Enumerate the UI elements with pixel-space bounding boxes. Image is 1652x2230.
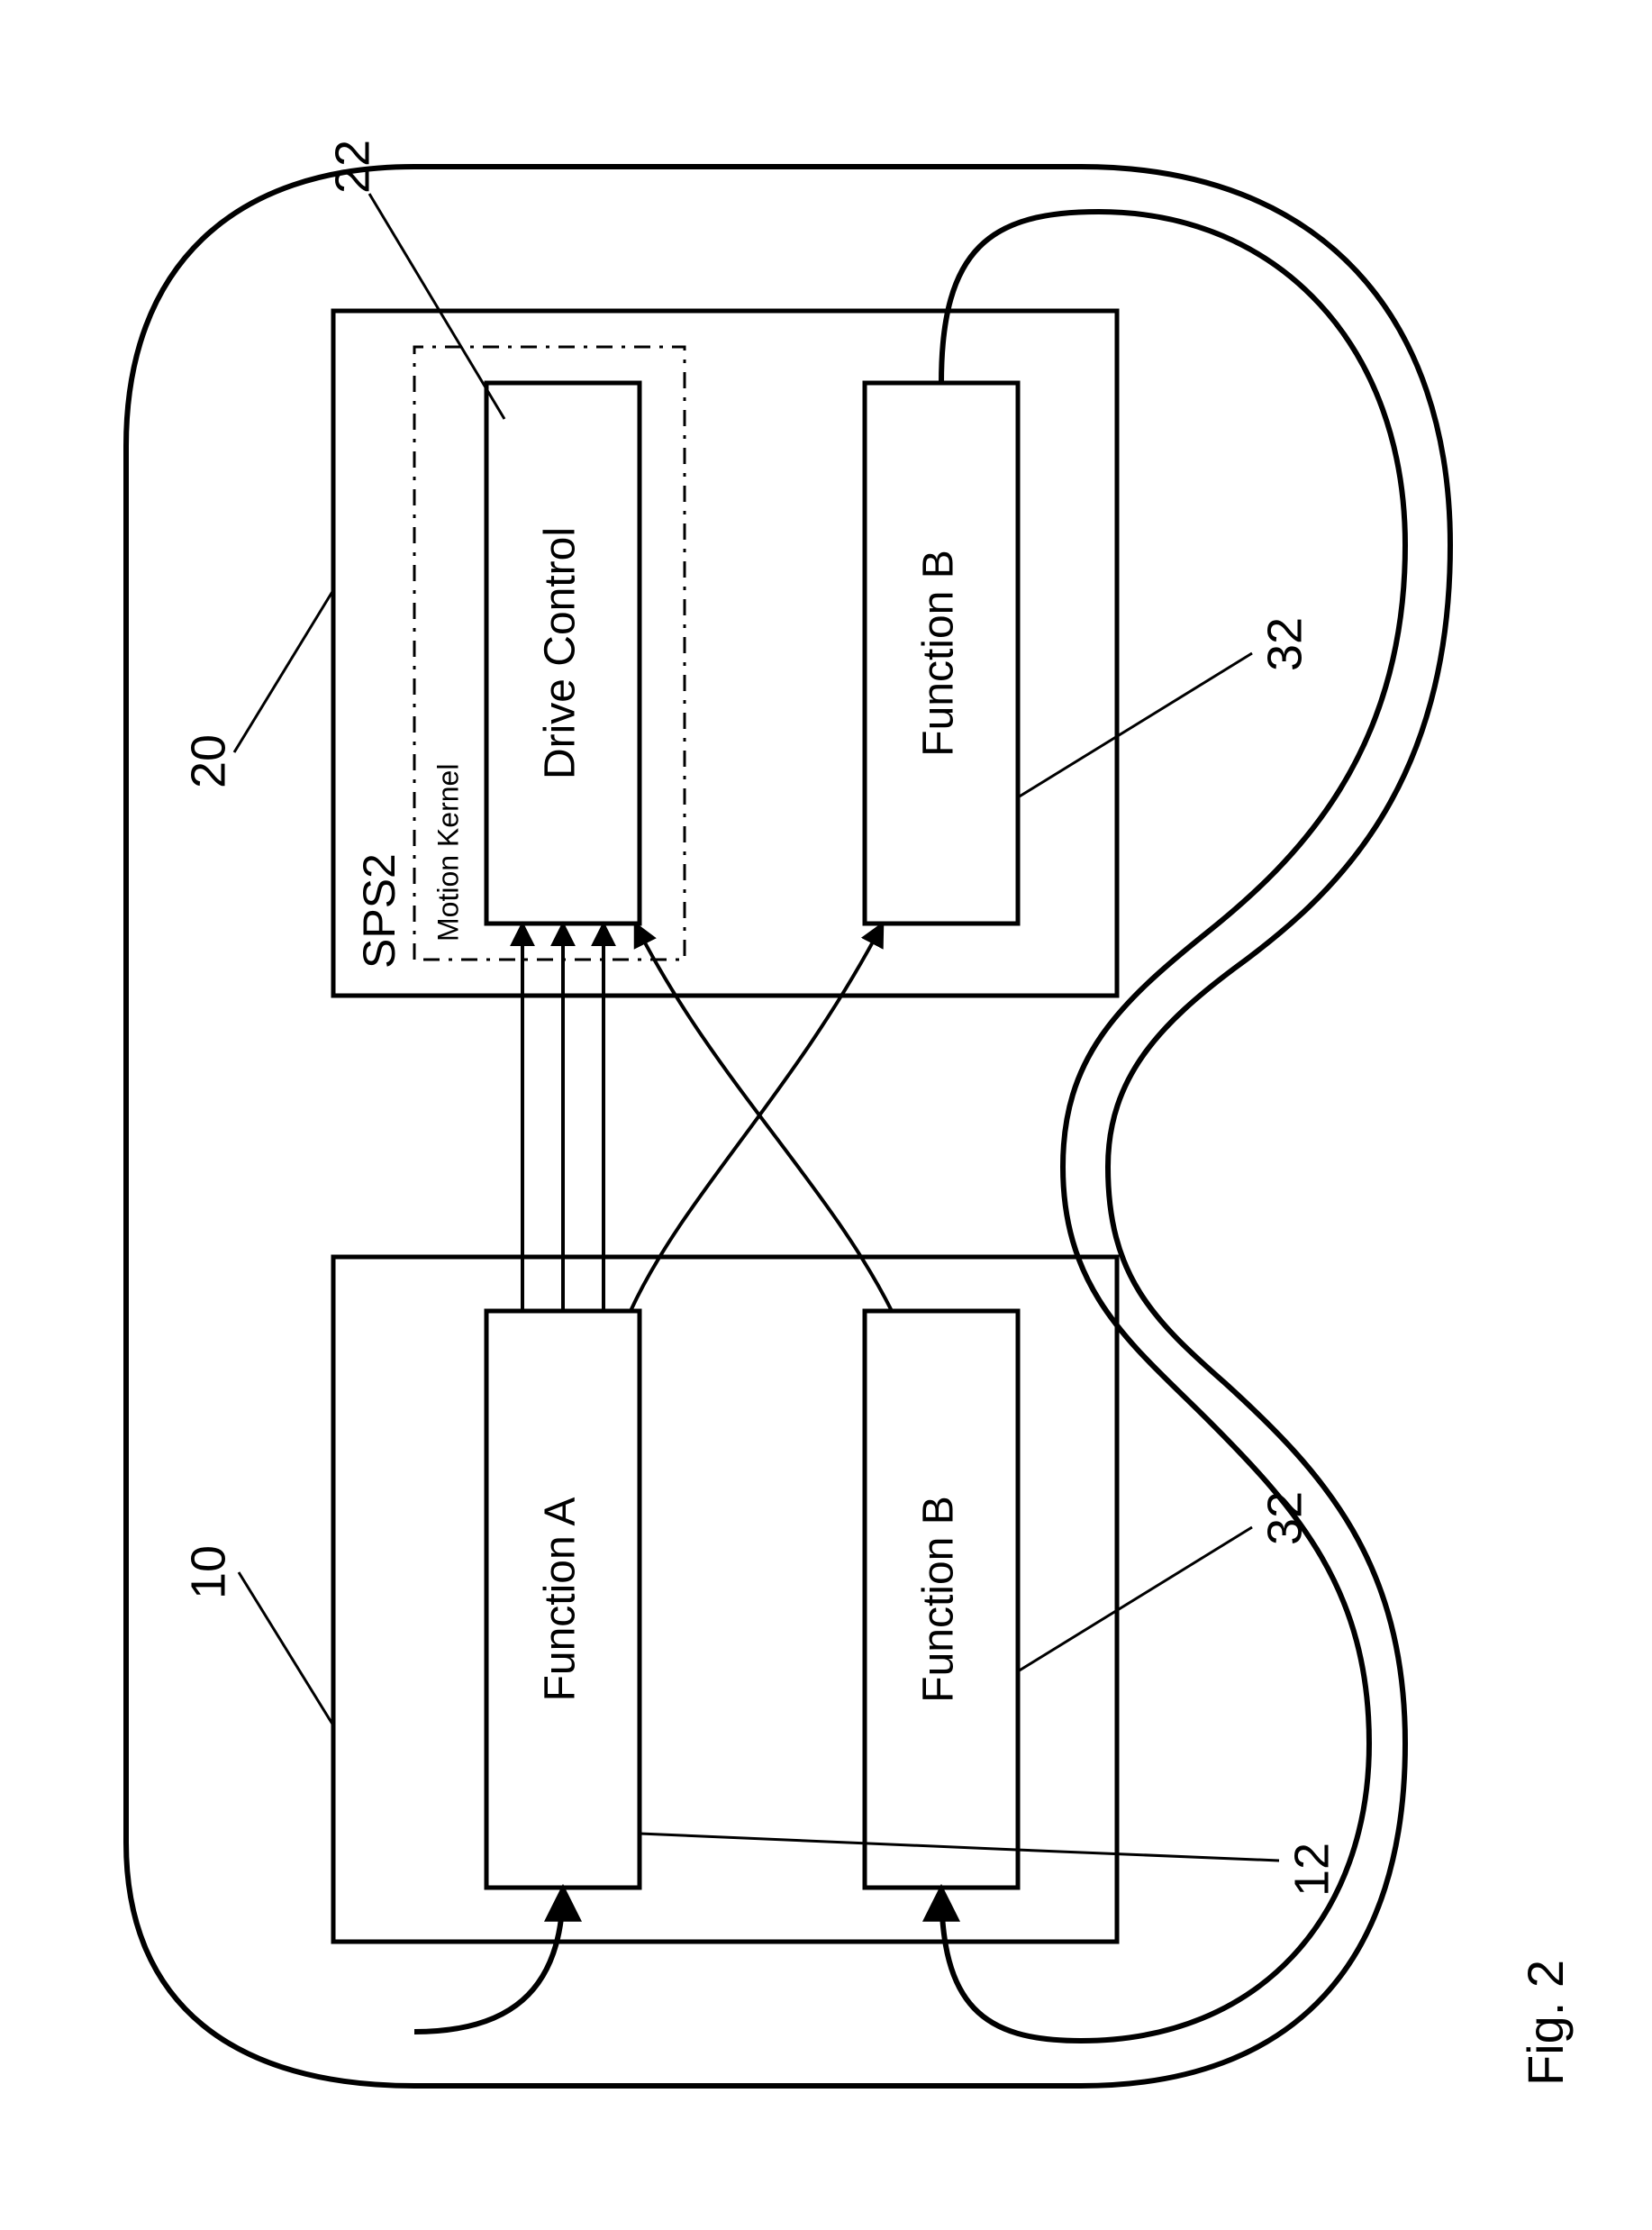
motion-kernel-label: Motion Kernel (431, 764, 464, 942)
figure-caption: Fig. 2 (1517, 1960, 1574, 2086)
ref-20-line (234, 590, 333, 752)
right-module-title: SPS2 (354, 853, 404, 969)
ref-32-left: 32 (1257, 1491, 1312, 1545)
right-func-b-label: Function B (915, 550, 963, 756)
ref-20: 20 (181, 734, 235, 788)
diagram-canvas: Function A Function B SPS2 Motion Kernel… (0, 0, 1652, 2230)
ref-32-right: 32 (1257, 617, 1312, 671)
left-func-a-label: Function A (537, 1497, 585, 1702)
drive-control-label: Drive Control (537, 527, 585, 779)
ref-22: 22 (325, 140, 379, 194)
ref-12: 12 (1284, 1843, 1339, 1897)
ref-10: 10 (181, 1545, 235, 1599)
left-func-b-label: Function B (915, 1496, 963, 1702)
ref-10-line (239, 1572, 333, 1725)
